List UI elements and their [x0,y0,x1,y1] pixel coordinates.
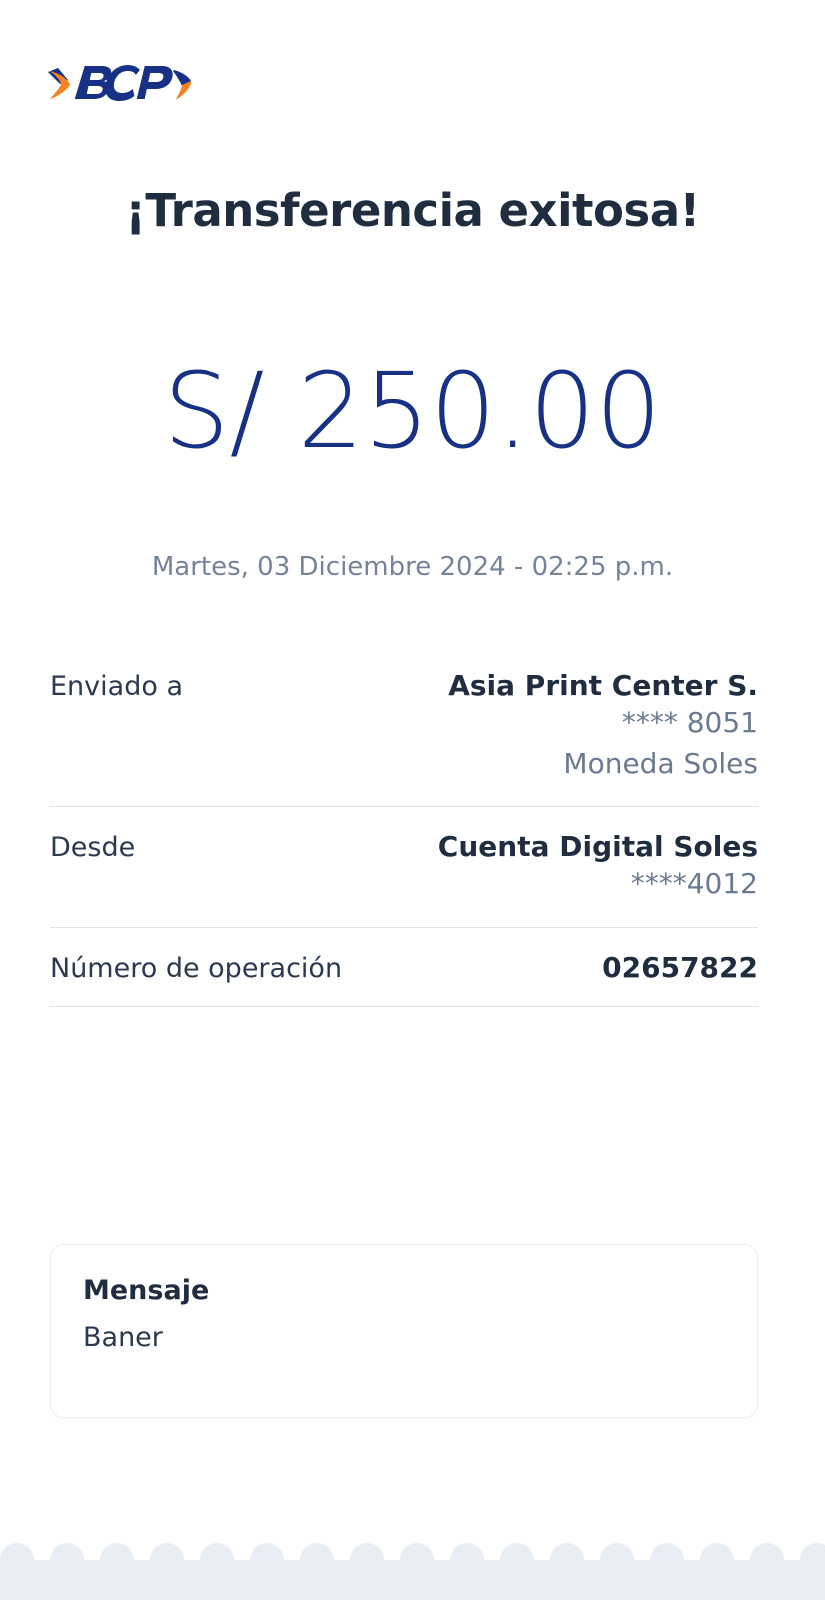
divider [50,806,758,808]
detail-label: Enviado a [50,671,183,702]
detail-values: Cuenta Digital Soles ****4012 [135,829,758,905]
divider [50,926,758,928]
detail-values: Asia Print Center S. **** 8051 Moneda So… [183,668,758,784]
detail-row-operation-number: Número de operación 02657822 [50,950,758,1006]
bcp-logo-icon [48,65,192,101]
transfer-datetime: Martes, 03 Diciembre 2024 - 02:25 p.m. [151,552,674,582]
recipient-name: Asia Print Center S. [448,669,758,702]
receipt-scalloped-edge [0,1528,825,1600]
message-body: Baner [83,1322,163,1354]
detail-row-enviado-a: Enviado a Asia Print Center S. **** 8051… [50,668,758,806]
divider [50,1005,758,1007]
bcp-logo [46,60,196,108]
message-card: Mensaje Baner [50,1244,758,1418]
detail-row-desde: Desde Cuenta Digital Soles ****4012 [50,829,758,927]
detail-values: 02657822 [342,950,758,985]
source-account-number: ****4012 [630,867,758,901]
transfer-amount: S/ 250.00 [163,350,662,472]
operation-number: 02657822 [602,950,758,984]
message-title: Mensaje [83,1275,210,1306]
recipient-account: **** 8051 [621,706,758,739]
transfer-details: Enviado a Asia Print Center S. **** 8051… [50,668,758,1029]
detail-label: Número de operación [50,952,343,984]
page-title: ¡Transferencia exitosa! [125,184,700,237]
source-account-name: Cuenta Digital Soles [437,830,758,864]
recipient-currency: Moneda Soles [563,746,758,780]
detail-label: Desde [50,832,136,864]
